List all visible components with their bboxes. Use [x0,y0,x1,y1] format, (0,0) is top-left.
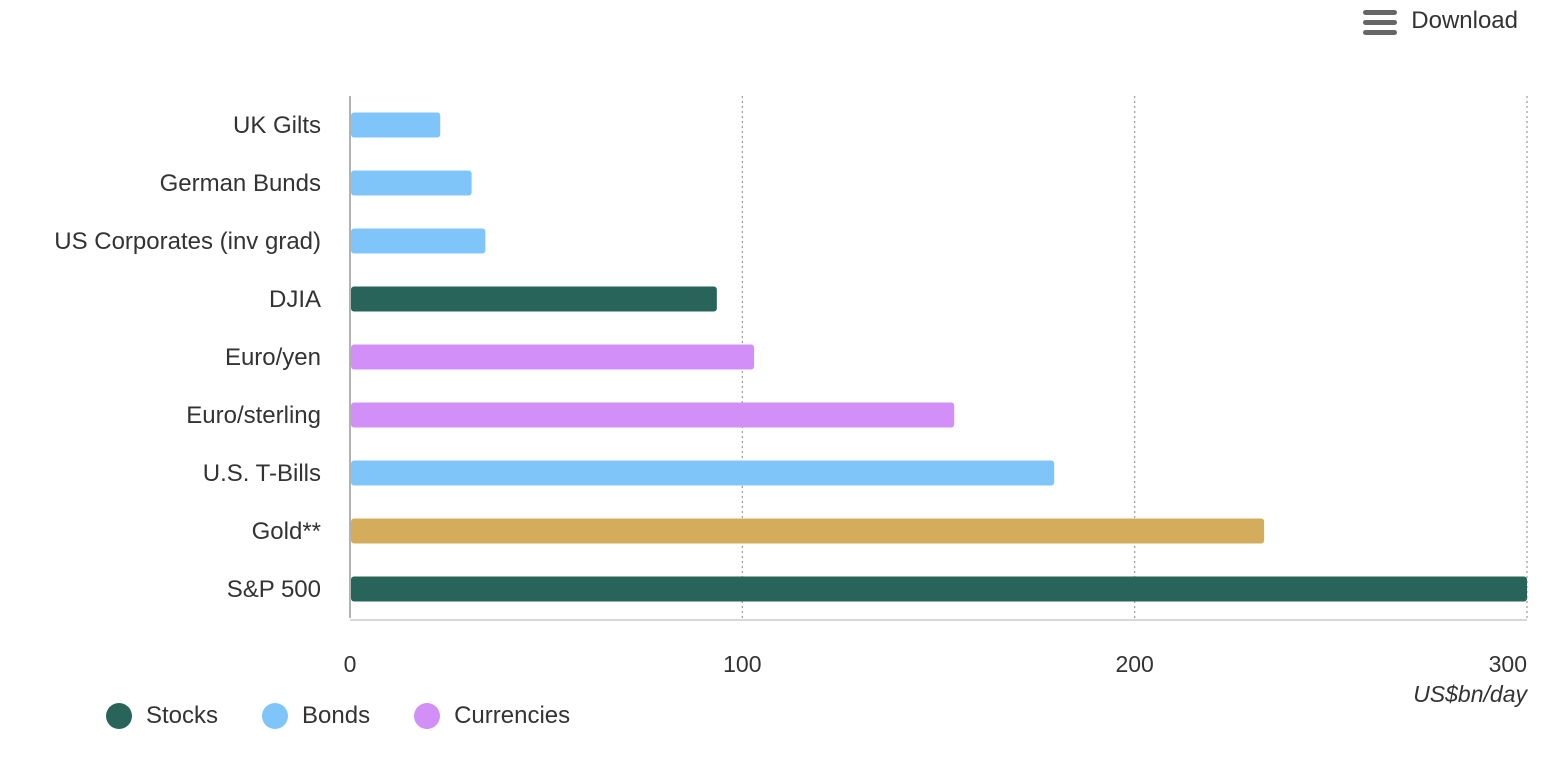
bar-layer [351,112,1527,602]
menu-icon [1363,10,1398,36]
legend-dot-icon [106,703,132,729]
category-label: UK Gilts [233,112,321,139]
bar-uk-gilts[interactable] [351,112,441,138]
bar-euro-sterling[interactable] [351,402,955,428]
legend-dot-icon [262,703,289,729]
category-label: DJIA [269,286,321,313]
legend-item-stocks[interactable]: Stocks [106,702,218,730]
category-label: Gold** [252,518,321,545]
legend-item-currencies[interactable]: Currencies [414,702,570,730]
bar-german-bunds[interactable] [351,170,472,196]
bar-us-corporates-inv-grad[interactable] [351,228,486,254]
x-tick-label: 100 [723,651,761,677]
legend: Stocks Bonds Currencies [106,702,570,730]
legend-dot-icon [414,703,441,729]
category-label: US Corporates (inv grad) [54,228,321,255]
legend-label: Stocks [146,702,219,729]
category-label: German Bunds [160,170,321,197]
x-tick-label: 300 [1489,651,1527,677]
x-axis-unit-label: US$bn/day [1413,681,1528,707]
category-label: Euro/yen [225,344,321,371]
x-tick-label: 200 [1115,651,1153,677]
legend-label: Currencies [454,702,571,729]
category-labels: UK Gilts German Bunds US Corporates (inv g… [54,112,321,603]
bar-euro-yen[interactable] [351,344,755,370]
bar-gold[interactable] [351,518,1265,544]
bar-u-s-t-bills[interactable] [351,460,1055,486]
legend-item-bonds[interactable]: Bonds [262,702,370,730]
bar-djia[interactable] [351,286,717,312]
category-label: Euro/sterling [186,402,321,429]
category-label: S&P 500 [227,576,321,603]
x-axis-ticks: 0 100 200 300 [344,651,1527,677]
download-button[interactable]: Download [1363,6,1518,36]
category-label: U.S. T-Bills [203,460,321,487]
bar-s-p-500[interactable] [351,576,1527,602]
download-label: Download [1411,7,1518,34]
x-tick-label: 0 [344,651,357,677]
legend-label: Bonds [302,702,371,729]
